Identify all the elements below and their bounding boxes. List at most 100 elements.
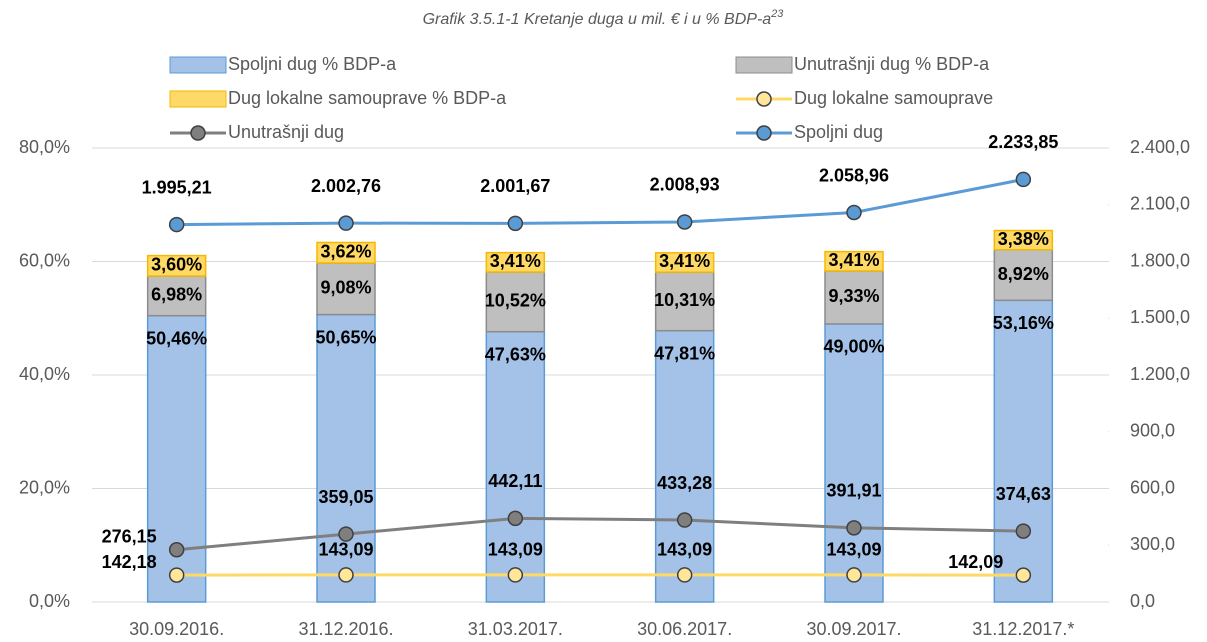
data-label: 433,28 (657, 473, 712, 493)
legend-marker (190, 125, 206, 141)
bar-segment (824, 250, 884, 272)
legend-swatch (169, 56, 227, 74)
legend-label: Spoljni dug % BDP-a (228, 54, 397, 74)
title-text: Grafik 3.5.1-1 Kretanje duga u mil. € i … (423, 11, 772, 28)
data-label: 10,52% (485, 291, 546, 311)
y-tick-label: 60,0% (19, 250, 70, 270)
marker (338, 567, 354, 583)
legend-label: Dug lokalne samouprave % BDP-a (228, 88, 507, 108)
data-label: 3,62% (320, 242, 371, 262)
marker (846, 204, 862, 221)
data-label: 143,09 (826, 540, 881, 560)
data-label: 391,91 (826, 481, 881, 501)
legend-swatch (169, 90, 227, 108)
y2-tick-label: 600,0 (1130, 477, 1175, 497)
marker (1015, 171, 1032, 188)
x-tick-label: 30.09.2017. (806, 619, 901, 639)
legend-label: Spoljni dug (794, 122, 883, 142)
data-label: 47,81% (654, 343, 715, 363)
marker (168, 216, 185, 233)
data-label: 6,98% (151, 285, 202, 305)
data-label: 50,46% (146, 328, 207, 348)
data-label: 50,65% (315, 327, 376, 347)
data-label: 10,31% (654, 290, 715, 310)
bar-segment (316, 262, 376, 316)
marker (168, 567, 185, 583)
data-label: 3,41% (659, 251, 710, 271)
data-label: 2.058,96 (819, 165, 889, 185)
data-label: 3,38% (998, 229, 1049, 249)
y-tick-label: 80,0% (19, 137, 70, 157)
bar-segment (316, 313, 376, 603)
marker (1015, 523, 1032, 539)
y2-tick-label: 2.100,0 (1130, 194, 1190, 214)
bar-segment (485, 271, 546, 333)
data-label: 142,18 (102, 552, 157, 572)
data-label: 143,09 (318, 540, 373, 560)
data-label: 9,08% (320, 278, 371, 298)
marker (338, 526, 354, 542)
legend-swatch (735, 56, 793, 74)
legend-marker (756, 125, 772, 141)
data-label: 2.008,93 (650, 175, 720, 195)
bar-segment (824, 323, 884, 603)
x-tick-label: 31.03.2017. (468, 619, 563, 639)
data-label: 1.995,21 (142, 177, 212, 197)
data-label: 3,60% (151, 255, 202, 275)
y-tick-label: 40,0% (19, 364, 70, 384)
data-label: 143,09 (657, 540, 712, 560)
y-tick-label: 20,0% (19, 477, 70, 497)
y2-tick-label: 1.800,0 (1130, 250, 1190, 270)
data-label: 2.002,76 (311, 176, 381, 196)
marker (168, 542, 185, 558)
data-label: 276,15 (102, 527, 157, 547)
data-label: 47,63% (485, 344, 546, 364)
data-label: 143,09 (488, 540, 543, 560)
title-note: 23 (770, 8, 784, 20)
marker (676, 214, 693, 230)
chart-title: Grafik 3.5.1-1 Kretanje duga u mil. € i … (423, 8, 785, 28)
y-tick-label: 0,0% (29, 591, 70, 611)
data-label: 442,11 (488, 471, 542, 491)
marker (507, 567, 524, 583)
x-tick-label: 30.06.2017. (637, 619, 732, 639)
marker (507, 215, 524, 232)
bar-segment (993, 299, 1054, 603)
legend-label: Unutrašnji dug % BDP-a (794, 54, 990, 74)
x-tick-label: 31.12.2016. (298, 619, 393, 639)
bar-segment (824, 270, 884, 325)
bar-segment (146, 254, 207, 277)
data-label: 3,41% (828, 250, 879, 270)
y2-tick-label: 1.500,0 (1130, 307, 1190, 327)
bar-segment (993, 229, 1054, 251)
line (176, 516, 1024, 552)
x-tick-label: 31.12.2017.* (972, 619, 1074, 639)
data-label: 53,16% (993, 313, 1054, 333)
marker (676, 567, 693, 583)
data-label: 49,00% (823, 337, 884, 357)
data-label: 2.233,85 (988, 132, 1058, 152)
data-label: 2.001,67 (480, 176, 550, 196)
data-label: 359,05 (318, 487, 373, 507)
y2-tick-label: 900,0 (1130, 421, 1175, 441)
data-label: 8,92% (998, 264, 1049, 284)
y2-tick-label: 300,0 (1130, 534, 1175, 554)
data-label: 9,33% (828, 286, 879, 306)
marker (846, 520, 862, 536)
marker (507, 510, 524, 527)
line (176, 177, 1024, 227)
y2-tick-label: 1.200,0 (1130, 364, 1190, 384)
marker (338, 215, 354, 231)
bar-segment (993, 248, 1054, 302)
bar-segment (654, 329, 715, 603)
bar-segment (485, 330, 546, 603)
bar-segment (654, 252, 715, 273)
bar-segment (146, 275, 207, 317)
marker (676, 512, 693, 528)
marker (1015, 567, 1032, 583)
y2-tick-label: 0,0 (1130, 591, 1155, 611)
data-label: 3,41% (490, 251, 541, 271)
bar-segment (316, 241, 376, 264)
legend-marker (756, 91, 772, 107)
